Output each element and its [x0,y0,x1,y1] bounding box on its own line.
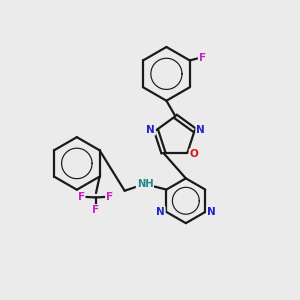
Text: N: N [146,125,155,135]
Text: F: F [77,192,85,202]
Text: N: N [207,207,216,217]
Text: F: F [106,192,113,202]
Text: F: F [199,53,206,63]
Text: N: N [156,207,165,217]
Text: O: O [190,149,198,160]
Text: F: F [92,205,100,215]
Text: N: N [196,125,205,135]
Text: NH: NH [136,179,153,189]
